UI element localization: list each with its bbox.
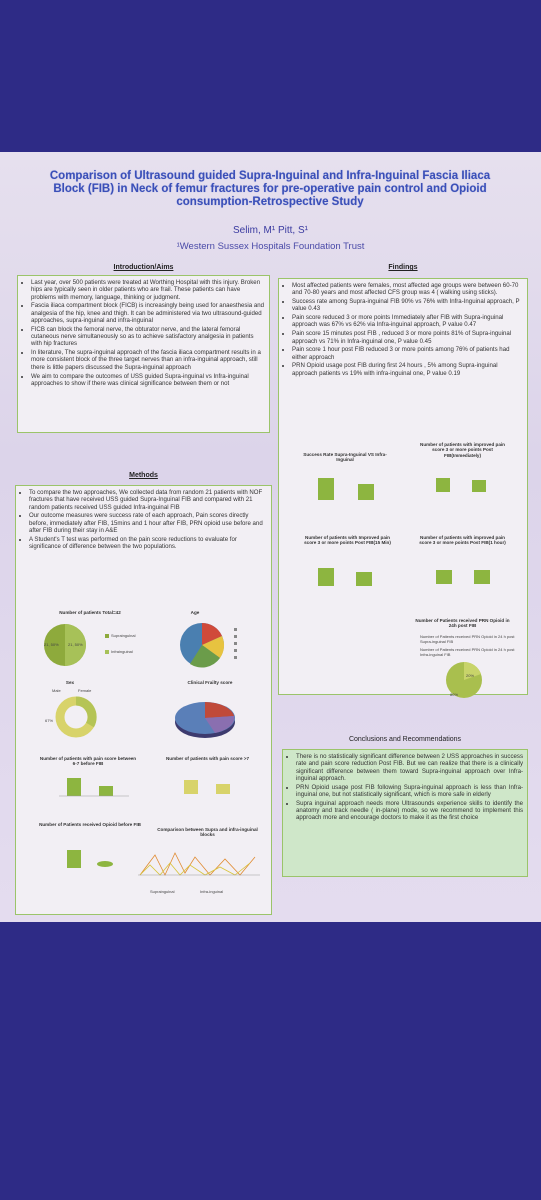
bullet: Pain score 1 hour post FIB reduced 3 or … [292, 346, 523, 361]
bullet: Pain score reduced 3 or more points Imme… [292, 314, 523, 329]
bullet: We aim to compare the outcomes of USS gu… [31, 373, 265, 388]
data-label: 20% [466, 673, 475, 678]
pie [180, 623, 237, 668]
heading: Conclusions and Recommendations [348, 736, 462, 743]
bullet: Pain score 15 minutes post FIB , reduced… [292, 330, 523, 345]
chart-title: Number of Patients received Opioid befor… [39, 822, 141, 827]
chart-title: Sex [65, 680, 75, 685]
chart-title: Number of patients with pain score betwe… [39, 756, 137, 767]
list: There is no statistically significant di… [287, 753, 523, 822]
bars [59, 778, 129, 797]
intro-box: Last year, over 500 patients were treate… [17, 275, 270, 433]
chart-title: Number of patients with improved pain sc… [419, 535, 506, 546]
heading: Introduction/Aims [113, 264, 174, 271]
line-chart [138, 852, 260, 876]
bars [184, 780, 230, 794]
chart-title: Number of Patients received PRN Opioid i… [415, 618, 510, 629]
bars [318, 478, 374, 500]
bars [436, 478, 486, 492]
legend: Supraingulnal [150, 889, 175, 894]
list: To compare the two approaches, We collec… [20, 489, 267, 550]
bars [436, 570, 490, 584]
chart-title: Clinical Frailty score [187, 680, 233, 685]
bullet: FICB can block the femoral nerve, the ob… [31, 326, 265, 348]
chart-title: Success Rate Supra-Inguinal VS Infra-Ing… [303, 452, 387, 463]
bullet: There is no statistically significant di… [296, 753, 523, 782]
pie [175, 702, 235, 738]
bullet: Our outcome measures were success rate o… [29, 512, 267, 534]
bullet: Last year, over 500 patients were treate… [31, 279, 265, 301]
pie [44, 624, 109, 666]
legend: Infra-inguinal [200, 889, 224, 894]
conclusions-box: There is no statistically significant di… [282, 749, 528, 877]
legend: Male [52, 688, 61, 693]
bars [318, 568, 372, 586]
legend: Supraingulnal [111, 633, 136, 638]
legend: Female [78, 688, 92, 693]
list: Last year, over 500 patients were treate… [22, 279, 265, 387]
methods-box: To compare the two approaches, We collec… [15, 485, 272, 915]
title: Comparison of Ultrasound guided Supra-In… [49, 170, 491, 208]
legend: Infrainguinal [111, 649, 133, 654]
data-label: 80% [450, 692, 459, 697]
affiliation: ¹Western Sussex Hospitals Foundation Tru… [176, 241, 365, 252]
chart-title: Number of patients Total=42 [59, 610, 121, 615]
data-label: 67% [45, 718, 54, 723]
bullet: PRN Opioid usage post FIB during first 2… [292, 362, 523, 377]
donut [55, 696, 97, 738]
pie [446, 662, 482, 698]
bullet: Success rate among Supra-inguinal FIB 90… [292, 298, 523, 313]
bullet: Supra inguinal approach needs more Ultra… [296, 800, 523, 822]
authors: Selim, M¹ Pitt, S¹ [232, 225, 308, 236]
findings-box: Most affected patients were females, mos… [278, 278, 528, 695]
poster: Comparison of Ultrasound guided Supra-In… [0, 152, 541, 922]
chart-title: Age [190, 610, 200, 615]
chart-title: Number of patients with improved pain sc… [420, 442, 505, 458]
bullet: A Student's T test was performed on the … [29, 536, 267, 551]
pie-label: 21, 50% [68, 642, 83, 647]
bullet: To compare the two approaches, We collec… [29, 489, 267, 511]
legend: Number of Patients received PRN Opioid i… [420, 647, 515, 657]
heading: Findings [388, 264, 418, 271]
heading: Methods [129, 472, 158, 479]
bullet: Fascia iliaca compartment block (FICB) i… [31, 302, 265, 324]
chart-title: Comparison between Supra and infra-ingui… [157, 827, 258, 838]
bullet: In literature, The supra-inguinal approa… [31, 349, 265, 371]
bullet: PRN Opioid usage post FIB following Supr… [296, 784, 523, 799]
bullet: Most affected patients were females, mos… [292, 282, 523, 297]
bars [67, 850, 113, 868]
legend: Number of Patients received PRN Opioid i… [420, 634, 515, 644]
chart-title: Number of patients with pain score >7 [165, 756, 250, 761]
chart-title: Number of patients with Improved pain sc… [304, 535, 391, 546]
list: Most affected patients were females, mos… [283, 282, 523, 377]
pie-label: 21, 50% [44, 642, 59, 647]
